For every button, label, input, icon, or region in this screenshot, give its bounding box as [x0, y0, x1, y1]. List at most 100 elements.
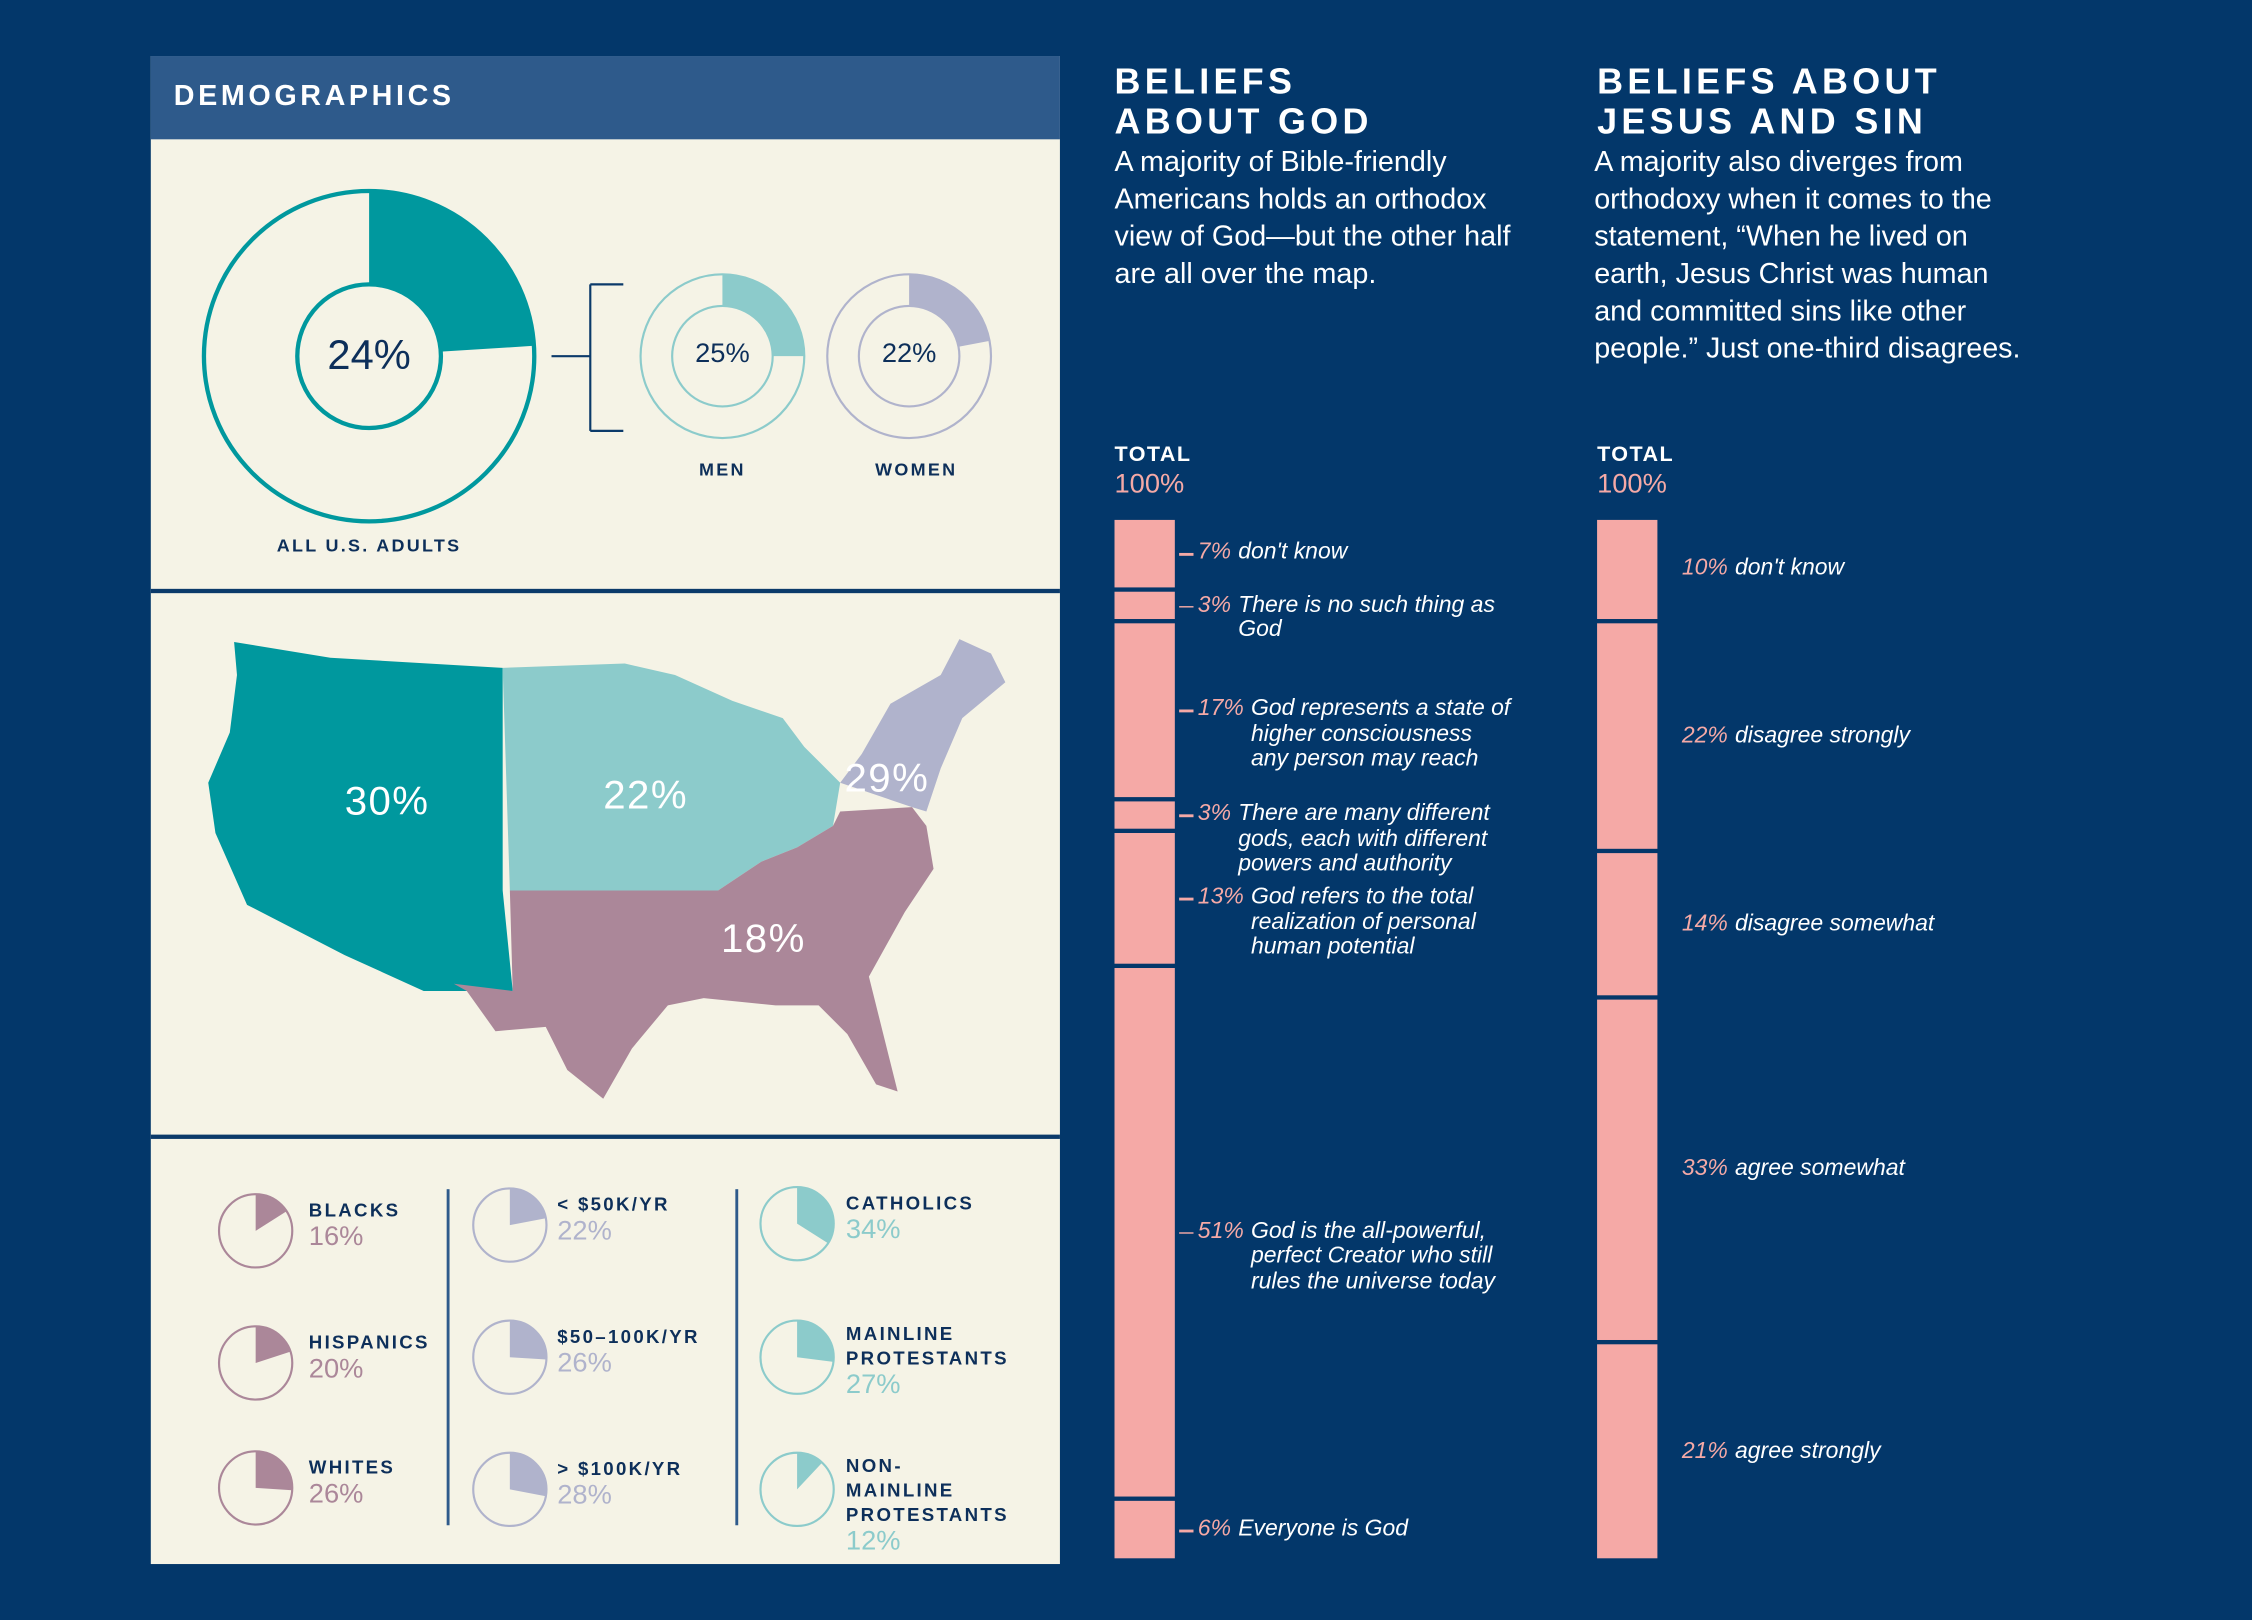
- segment-percent: 21%: [1681, 1438, 1728, 1464]
- region-label-west: 30%: [344, 778, 430, 823]
- group-value: 27%: [845, 1370, 901, 1401]
- region-south: [453, 807, 934, 1099]
- segment-label: 21% agree strongly: [1682, 1439, 2027, 1464]
- group-item: NON-MAINLINE PROTESTANTS 12%: [845, 1453, 1009, 1558]
- panel-header: DEMOGRAPHICS: [150, 56, 1060, 140]
- segment-percent: 33%: [1681, 1156, 1728, 1182]
- group-value: 26%: [557, 1348, 612, 1379]
- column-divider: [446, 1189, 449, 1526]
- divider: [150, 1134, 1060, 1139]
- group-value: 34%: [845, 1215, 901, 1246]
- region-west: [208, 641, 513, 991]
- men-label: MEN: [699, 459, 746, 480]
- region-midwest: [502, 663, 841, 891]
- group-label: BLACKS: [308, 1199, 401, 1221]
- segment-text: agree somewhat: [1734, 1156, 1905, 1182]
- segment-label: 14% disagree somewhat: [1682, 911, 2027, 936]
- segment-percent: 7%: [1197, 540, 1232, 566]
- leader-tick: [1179, 605, 1194, 608]
- segment-label: 3% There is no such thing as God: [1198, 593, 1514, 643]
- group-pie-slice: [509, 1320, 547, 1360]
- group-pie-slice: [255, 1326, 291, 1363]
- women-donut-hole: [857, 304, 961, 408]
- segment-percent: 3%: [1197, 592, 1232, 618]
- bar-segment: [1114, 592, 1175, 620]
- bar-segment: [1597, 519, 1658, 620]
- segment-label: 10% don't know: [1682, 556, 2027, 581]
- segment-percent: 6%: [1197, 1516, 1232, 1542]
- leader-tick: [1179, 553, 1194, 556]
- group-label: $50–100K/YR: [557, 1325, 700, 1348]
- segment-text: There are many different gods, each with…: [1238, 801, 1490, 877]
- column-divider: [735, 1189, 738, 1526]
- bar-segment: [1597, 623, 1658, 849]
- segment-label: 22% disagree strongly: [1682, 723, 2027, 748]
- segment-text: God refers to the total realization of p…: [1250, 885, 1476, 960]
- us-map: [208, 639, 1006, 1099]
- group-item: MAINLINE PROTESTANTS 27%: [845, 1321, 1009, 1401]
- group-pie-slice: [255, 1194, 287, 1231]
- bar-segment: [1597, 999, 1658, 1340]
- group-pie-slice: [509, 1452, 547, 1497]
- god-title-line2: ABOUT GOD: [1114, 101, 1373, 143]
- segment-text: agree strongly: [1734, 1438, 1881, 1464]
- men-donut-hole: [671, 304, 774, 408]
- segment-percent: 10%: [1681, 556, 1728, 581]
- segment-text: don't know: [1734, 556, 1845, 581]
- god-total-value: 100%: [1114, 469, 1185, 500]
- segment-text: disagree somewhat: [1734, 911, 1935, 936]
- segment-label: 6% Everyone is God: [1198, 1517, 1514, 1542]
- segment-text: God represents a state of higher conscio…: [1250, 697, 1511, 772]
- segment-label: 33% agree somewhat: [1682, 1157, 2027, 1182]
- segment-text: don't know: [1238, 540, 1348, 566]
- all-adults-donut-hole: [295, 282, 444, 431]
- segment-percent: 3%: [1197, 801, 1232, 827]
- bar-segment: [1114, 968, 1175, 1497]
- segment-percent: 14%: [1681, 911, 1728, 936]
- group-value: 20%: [308, 1354, 364, 1385]
- leader-tick: [1179, 710, 1194, 713]
- group-item: $50–100K/YR 26%: [557, 1324, 787, 1380]
- group-item: WHITES 26%: [309, 1455, 539, 1511]
- bar-segment: [1597, 1344, 1658, 1559]
- leader-tick: [1179, 898, 1194, 901]
- group-label: HISPANICS: [308, 1331, 430, 1353]
- jesus-intro: A majority also diverges from orthodoxy …: [1594, 146, 2021, 365]
- jesus-total-label: TOTAL: [1597, 442, 1675, 467]
- bar-segment: [1114, 832, 1175, 964]
- all-adults-label: ALL U.S. ADULTS: [276, 535, 462, 556]
- segment-label: 13% God refers to the total realization o…: [1198, 885, 1514, 960]
- segment-label: 51% God is the all-powerful, perfect Crea…: [1198, 1219, 1514, 1294]
- segment-text: God is the all-powerful, perfect Creator…: [1250, 1219, 1495, 1295]
- women-label: WOMEN: [875, 459, 958, 480]
- segment-percent: 22%: [1681, 723, 1728, 748]
- group-value: 28%: [557, 1480, 612, 1511]
- group-value: 26%: [308, 1479, 364, 1510]
- group-item: > $100K/YR 28%: [557, 1456, 787, 1512]
- group-label: NON-MAINLINE PROTESTANTS: [845, 1454, 1009, 1526]
- leader-tick: [1179, 814, 1194, 817]
- god-title-line1: BELIEFS: [1114, 61, 1297, 102]
- segment-label: 3% There are many different gods, each wi…: [1198, 802, 1514, 877]
- bar-segment: [1114, 1500, 1175, 1559]
- segment-percent: 17%: [1197, 697, 1244, 722]
- group-pie-slice: [797, 1320, 834, 1362]
- region-northeast: [840, 639, 1006, 812]
- segment-percent: 51%: [1197, 1219, 1244, 1244]
- group-value: 16%: [308, 1222, 364, 1253]
- group-item: < $50K/YR 22%: [557, 1192, 787, 1248]
- segment-label: 7% don't know: [1198, 541, 1514, 566]
- bar-segment: [1597, 853, 1658, 996]
- women-value: 22%: [881, 338, 937, 370]
- group-label: < $50K/YR: [557, 1193, 670, 1216]
- leader-tick: [1179, 1232, 1194, 1235]
- god-intro: A majority of Bible-friendly Americans h…: [1114, 146, 1511, 291]
- jesus-total-value: 100%: [1597, 469, 1667, 500]
- jesus-title-line2: JESUS AND SIN: [1597, 101, 1928, 143]
- group-label: MAINLINE PROTESTANTS: [845, 1322, 1009, 1369]
- men-value: 25%: [695, 338, 750, 370]
- group-label: WHITES: [308, 1456, 396, 1478]
- segment-label: 17% God represents a state of higher cons…: [1198, 697, 1514, 772]
- jesus-title-line1: BELIEFS ABOUT: [1597, 61, 1942, 102]
